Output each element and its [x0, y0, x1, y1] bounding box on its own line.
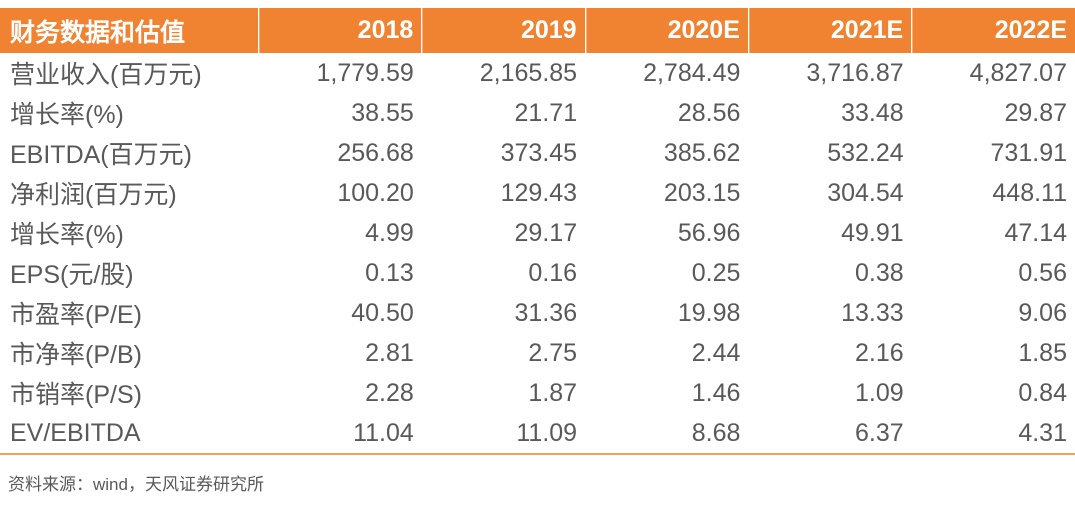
value-cell: 2,784.49 — [643, 58, 741, 87]
value-cell: 47.14 — [1004, 218, 1067, 247]
source-note: 资料来源：wind，天风证券研究所 — [8, 475, 264, 494]
value-cell: 31.36 — [514, 298, 578, 327]
value-cell: 0.38 — [855, 258, 904, 287]
value-cell: 0.13 — [365, 258, 414, 287]
value-cell: 1.87 — [528, 378, 578, 407]
row-label: EV/EBITDA — [10, 418, 141, 447]
value-cell: 129.43 — [500, 178, 578, 207]
value-cell: 13.33 — [841, 298, 904, 327]
value-cell: 29.17 — [514, 218, 578, 247]
value-cell: 532.24 — [827, 138, 904, 167]
value-cell: 2.16 — [855, 338, 904, 367]
table-row: 净利润(百万元) 100.20 129.43 203.15 304.54 448.11 — [0, 173, 1075, 213]
value-cell: 28.56 — [677, 98, 741, 127]
value-cell: 4.31 — [1018, 418, 1067, 447]
value-cell: 2.44 — [691, 338, 741, 367]
value-cell: 2.81 — [365, 338, 414, 367]
value-cell: 4,827.07 — [969, 58, 1067, 87]
value-cell: 11.04 — [353, 418, 414, 447]
value-cell: 40.50 — [351, 298, 414, 327]
value-cell: 38.55 — [351, 98, 414, 127]
row-label: 净利润(百万元) — [10, 181, 177, 209]
year-column-header: 2018 — [257, 8, 422, 53]
year-column-header: 2020E — [584, 8, 749, 53]
value-cell: 8.68 — [691, 418, 741, 447]
value-cell: 9.06 — [1018, 298, 1067, 327]
table-row: 增长率(%) 38.55 21.71 28.56 33.48 29.87 — [0, 93, 1075, 133]
table-row: EPS(元/股) 0.13 0.16 0.25 0.38 0.56 — [0, 253, 1075, 293]
value-cell: 2,165.85 — [479, 58, 578, 87]
value-cell: 731.91 — [990, 138, 1067, 167]
table-title-cell: 财务数据和估值 — [0, 8, 259, 53]
report-table-page: 财务数据和估值 2018 2019 2020E 2021E 2022E 营业收入(百万元)… — [0, 8, 1075, 494]
value-cell: 33.48 — [841, 98, 904, 127]
row-label: 增长率(%) — [10, 101, 124, 129]
table-row: 市盈率(P/E) 40.50 31.36 19.98 13.33 9.06 — [0, 293, 1075, 333]
value-cell: 19.98 — [677, 298, 741, 327]
row-label: EPS(元/股) — [10, 261, 134, 289]
value-cell: 0.25 — [691, 258, 741, 287]
value-cell: 1.09 — [855, 378, 904, 407]
row-label: EBITDA(百万元) — [10, 141, 192, 169]
value-cell: 373.45 — [500, 138, 578, 167]
row-label: 市净率(P/B) — [10, 341, 142, 369]
row-label: 市盈率(P/E) — [10, 301, 142, 329]
row-label: 增长率(%) — [10, 221, 124, 249]
value-cell: 49.91 — [841, 218, 904, 247]
value-cell: 2.75 — [528, 338, 578, 367]
table-row: 营业收入(百万元) 1,779.59 2,165.85 2,784.49 3,716.8… — [0, 53, 1075, 93]
table-row: 增长率(%) 4.99 29.17 56.96 49.91 47.14 — [0, 213, 1075, 253]
value-cell: 304.54 — [827, 178, 904, 207]
value-cell: 6.37 — [855, 418, 904, 447]
row-label: 营业收入(百万元) — [10, 61, 202, 89]
value-cell: 1.46 — [691, 378, 741, 407]
value-cell: 56.96 — [677, 218, 741, 247]
value-cell: 0.16 — [528, 258, 578, 287]
value-cell: 448.11 — [992, 178, 1067, 207]
value-cell: 3,716.87 — [806, 58, 904, 87]
year-column-header: 2019 — [421, 8, 586, 53]
value-cell: 203.15 — [663, 178, 741, 207]
table-row: EV/EBITDA 11.04 11.09 8.68 6.37 4.31 — [0, 413, 1075, 454]
value-cell: 256.68 — [337, 138, 414, 167]
financial-data-table: 财务数据和估值 2018 2019 2020E 2021E 2022E 营业收入(百万元)… — [0, 8, 1075, 455]
table-row: 市销率(P/S) 2.28 1.87 1.46 1.09 0.84 — [0, 373, 1075, 413]
value-cell: 100.20 — [337, 178, 414, 207]
table-row: EBITDA(百万元) 256.68 373.45 385.62 532.24 731.9… — [0, 133, 1075, 173]
value-cell: 0.84 — [1018, 378, 1067, 407]
value-cell: 0.56 — [1018, 258, 1067, 287]
row-label: 市销率(P/S) — [10, 381, 142, 409]
value-cell: 1,779.59 — [316, 58, 414, 87]
table-body: 营业收入(百万元) 1,779.59 2,165.85 2,784.49 3,716.8… — [0, 53, 1075, 454]
value-cell: 21.71 — [514, 98, 578, 127]
value-cell: 29.87 — [1004, 98, 1067, 127]
table-row: 市净率(P/B) 2.81 2.75 2.44 2.16 1.85 — [0, 333, 1075, 373]
value-cell: 4.99 — [365, 218, 414, 247]
year-column-header: 2021E — [747, 8, 912, 53]
table-header-row: 财务数据和估值 2018 2019 2020E 2021E 2022E — [0, 8, 1075, 53]
year-column-header: 2022E — [911, 8, 1075, 53]
value-cell: 2.28 — [365, 378, 414, 407]
value-cell: 11.09 — [516, 418, 578, 447]
value-cell: 385.62 — [663, 138, 741, 167]
table-header: 财务数据和估值 2018 2019 2020E 2021E 2022E — [0, 8, 1075, 53]
value-cell: 1.85 — [1018, 338, 1067, 367]
